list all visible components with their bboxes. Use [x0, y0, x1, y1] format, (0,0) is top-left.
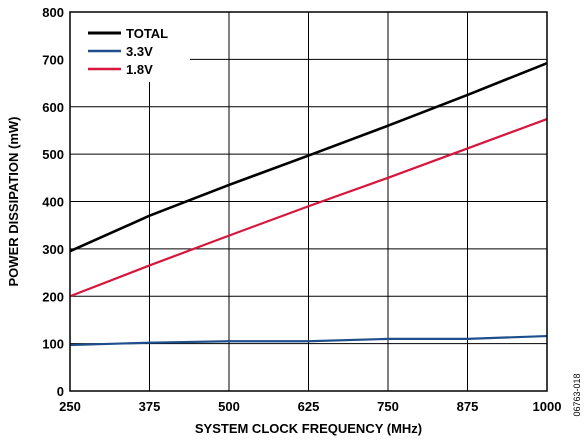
legend: TOTAL 3.3V 1.8V — [88, 26, 168, 77]
x-tick-label: 500 — [218, 399, 240, 414]
legend-label: 3.3V — [126, 44, 153, 59]
figure-code: 06763-018 — [572, 373, 582, 416]
y-tick-label: 0 — [57, 384, 64, 399]
x-tick-label: 750 — [377, 399, 399, 414]
x-axis-title: SYSTEM CLOCK FREQUENCY (MHz) — [195, 421, 422, 436]
y-tick-label: 100 — [42, 337, 64, 352]
x-tick-label: 1000 — [533, 399, 562, 414]
legend-label: 1.8V — [126, 62, 153, 77]
y-tick-label: 800 — [42, 5, 64, 20]
x-tick-label: 250 — [59, 399, 81, 414]
tick-labels: 250 375 500 625 750 875 1000 0 100 200 300 400 500 60… — [42, 5, 561, 414]
y-tick-label: 200 — [42, 289, 64, 304]
series-line-3-3v — [69, 334, 548, 347]
y-tick-label: 500 — [42, 147, 64, 162]
y-tick-label: 600 — [42, 100, 64, 115]
x-tick-label: 875 — [457, 399, 479, 414]
x-tick-label: 375 — [139, 399, 161, 414]
y-tick-label: 400 — [42, 195, 64, 210]
y-tick-label: 700 — [42, 52, 64, 67]
x-tick-label: 625 — [298, 399, 320, 414]
y-axis-title: POWER DISSIPATION (mW) — [6, 117, 21, 287]
series-line-1-8v — [69, 118, 548, 298]
series-line-total — [69, 61, 548, 253]
series-lines — [69, 61, 548, 347]
y-tick-label: 300 — [42, 242, 64, 257]
legend-label: TOTAL — [126, 26, 168, 41]
plot-frame — [69, 11, 548, 392]
